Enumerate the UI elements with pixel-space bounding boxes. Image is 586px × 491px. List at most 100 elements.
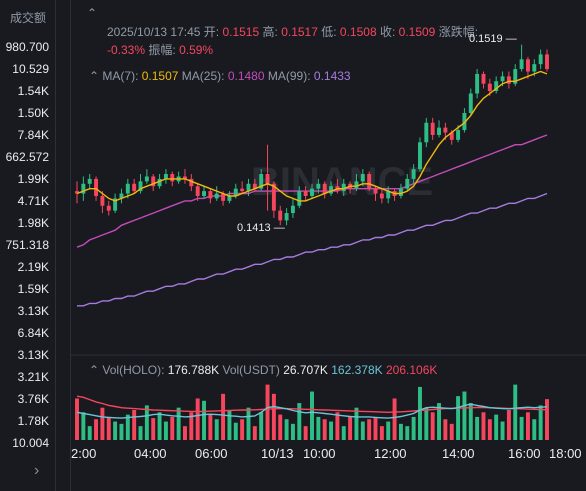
candle-body: [329, 186, 334, 194]
turnover-row: 1.54K: [17, 84, 49, 98]
ma25-label: MA(25):: [181, 69, 225, 83]
candle-body: [411, 169, 416, 179]
candle-body: [278, 210, 283, 221]
ma7-label: MA(7):: [102, 69, 139, 83]
candle-body: [208, 191, 213, 199]
volume-bar: [329, 421, 334, 440]
candle-body: [183, 176, 187, 179]
volume-bar: [138, 426, 143, 440]
vol-ma-long-line: [76, 395, 548, 414]
volume-bar: [341, 426, 346, 440]
volume-bar: [81, 412, 86, 440]
volume-bar: [456, 396, 461, 440]
ma-legend: ⌃ MA(7): 0.1507 MA(25): 0.1480 MA(99): 0…: [89, 69, 351, 83]
candle-body: [379, 193, 384, 199]
watermark: BINANCE: [251, 160, 433, 204]
volume-bar: [94, 419, 99, 440]
turnover-row: 10.529: [12, 62, 49, 76]
open-label: 开:: [203, 25, 220, 39]
candle-body: [367, 174, 372, 189]
turnover-row: 1.50K: [17, 106, 49, 120]
x-tick-label: 18:00: [549, 446, 582, 461]
volume-bar: [316, 416, 321, 440]
candle-body: [424, 122, 429, 143]
candle-body: [214, 193, 219, 199]
volume-bar: [75, 398, 79, 440]
candle-body: [430, 122, 435, 135]
candle-body: [221, 193, 226, 201]
bar-datetime: 2025/10/13 17:45: [107, 25, 201, 39]
candle-body: [341, 183, 346, 192]
candle-body: [494, 81, 499, 92]
candle-body: [240, 188, 245, 192]
turnover-row: 2.19K: [17, 260, 49, 274]
turnover-row: 6.84K: [17, 326, 49, 340]
volume-bar: [525, 412, 530, 440]
turnover-row: 1.98K: [17, 216, 49, 230]
volume-bar: [513, 384, 518, 440]
volume-bar: [392, 398, 397, 440]
candle-body: [545, 54, 549, 70]
volume-bar: [87, 426, 92, 440]
x-tick-label: 04:00: [134, 446, 167, 461]
candle-body: [386, 191, 391, 199]
calendar-icon[interactable]: ⌃: [87, 6, 98, 20]
high-label: 高:: [262, 25, 278, 39]
volume-bar: [545, 399, 549, 440]
low-value: 0.1508: [339, 25, 377, 39]
ma-toggle-icon[interactable]: ⌃: [89, 69, 100, 83]
turnover-column: 成交额 980.700 10.529 1.54K 1.50K 7.84K 662.572 1…: [0, 0, 56, 491]
turnover-row: 751.318: [5, 238, 49, 252]
volume-bar: [449, 423, 454, 440]
candle-body: [316, 183, 321, 189]
volume-bar: [443, 419, 448, 440]
turnover-row: 3.76K: [17, 392, 49, 406]
turnover-row: 7.84K: [17, 128, 49, 142]
candle-body: [519, 59, 524, 70]
ohlc-line-1: 2025/10/13 17:45 开: 0.1515 高: 0.1517 低: …: [107, 23, 478, 40]
vol-toggle-icon[interactable]: ⌃: [89, 363, 100, 377]
candle-body: [418, 142, 422, 170]
low-price-annotation: 0.1413 —: [237, 222, 285, 234]
volume-bar: [297, 403, 302, 440]
turnover-row: 4.71K: [17, 194, 49, 208]
chart-panel[interactable]: BINANCE ⌃ 2025/10/13 17:45 开: 0.1515 高: …: [70, 0, 586, 491]
ma99-label: MA(99):: [267, 69, 311, 83]
volume-bar: [119, 423, 124, 440]
high-value: 0.1517: [281, 25, 318, 39]
volume-bar: [418, 386, 422, 440]
volume-bar: [437, 403, 441, 440]
candle-body: [81, 183, 86, 194]
volume-bar: [202, 400, 206, 440]
ohlc-line-2: -0.33% 振幅: 0.59%: [107, 41, 213, 58]
x-tick-label: 06:00: [195, 446, 228, 461]
volume-bar: [240, 419, 245, 440]
candle-body: [297, 191, 302, 206]
volume-bar: [462, 391, 467, 440]
candle-body: [75, 191, 79, 194]
candle-body: [322, 183, 327, 194]
vol-usdt-value: 26.707K: [283, 363, 328, 377]
volume-bar: [475, 416, 480, 440]
chevron-right-icon[interactable]: ›: [34, 462, 40, 479]
candle-body: [144, 176, 149, 182]
candle-body: [284, 213, 289, 221]
candle-body: [449, 132, 454, 140]
candle-body: [354, 181, 359, 189]
candle-body: [468, 93, 473, 113]
change-label: 涨跌幅:: [438, 25, 479, 39]
candle-body: [119, 193, 124, 199]
x-tick-label: 14:00: [442, 446, 475, 461]
volume-bar: [189, 412, 194, 440]
volume-bar: [379, 426, 384, 440]
volume-bar: [151, 418, 156, 440]
amplitude-value: 0.59%: [179, 43, 214, 57]
candle-body: [310, 188, 314, 196]
turnover-row: 3.13K: [17, 304, 49, 318]
volume-bar: [322, 419, 327, 440]
candle-body: [252, 183, 257, 189]
candle-body: [462, 112, 467, 131]
candle-body: [189, 178, 194, 187]
candle-body: [138, 181, 143, 192]
candle-body: [246, 183, 251, 192]
